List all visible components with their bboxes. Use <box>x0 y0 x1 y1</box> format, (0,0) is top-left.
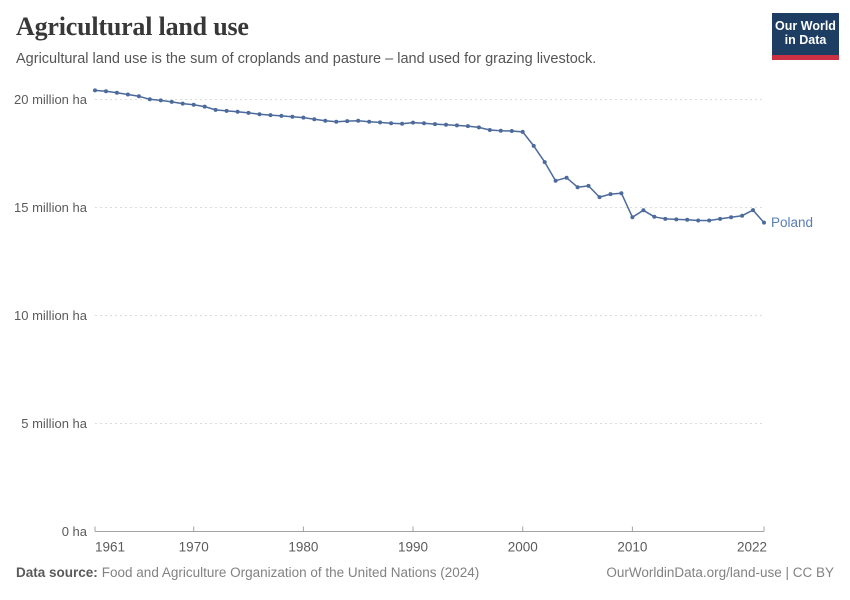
attribution-note: OurWorldinData.org/land-use | CC BY <box>606 565 834 580</box>
y-tick-label: 10 million ha <box>14 308 88 323</box>
data-point[interactable] <box>312 117 317 122</box>
data-point[interactable] <box>136 94 141 99</box>
data-point[interactable] <box>213 107 218 112</box>
y-gridlines: 20 million ha 15 million ha 10 million ha 5… <box>14 92 764 539</box>
data-point[interactable] <box>707 218 712 223</box>
data-point[interactable] <box>169 99 174 104</box>
page-title: Agricultural land use <box>16 12 249 41</box>
data-point[interactable] <box>180 101 185 106</box>
data-point[interactable] <box>268 113 273 118</box>
y-tick-label: 5 million ha <box>21 416 88 431</box>
data-point[interactable] <box>224 108 229 113</box>
data-point[interactable] <box>400 121 405 126</box>
y-tick-label: 15 million ha <box>14 200 88 215</box>
data-point[interactable] <box>674 217 679 222</box>
data-point[interactable] <box>520 129 525 134</box>
data-point[interactable] <box>498 128 503 133</box>
data-point[interactable] <box>487 128 492 132</box>
data-point[interactable] <box>641 208 646 213</box>
data-source-text: Food and Agriculture Organization of the… <box>101 565 480 580</box>
data-point[interactable] <box>652 214 657 219</box>
data-point[interactable] <box>663 216 668 221</box>
data-point[interactable] <box>718 216 723 221</box>
data-point[interactable] <box>740 213 745 218</box>
x-tick-label: 1970 <box>179 540 209 555</box>
license-text: | CC BY <box>781 565 834 580</box>
data-point[interactable] <box>235 109 240 114</box>
data-point[interactable] <box>575 185 580 190</box>
data-point[interactable] <box>542 160 547 165</box>
data-point[interactable] <box>147 97 152 102</box>
data-point[interactable] <box>158 98 163 103</box>
data-point[interactable] <box>531 143 536 148</box>
data-point[interactable] <box>608 192 613 197</box>
data-point[interactable] <box>751 208 755 213</box>
data-point[interactable] <box>509 129 514 133</box>
data-point[interactable] <box>729 215 734 220</box>
data-point[interactable] <box>685 217 690 222</box>
owid-link[interactable]: OurWorldinData.org/land-use <box>606 565 782 580</box>
x-tick-label: 1980 <box>288 540 318 555</box>
owid-logo-line1: Our World <box>775 19 836 33</box>
entity-label-poland[interactable]: Poland <box>771 215 813 230</box>
data-point[interactable] <box>465 124 470 129</box>
data-point[interactable] <box>334 119 339 124</box>
data-point[interactable] <box>114 90 119 95</box>
x-tick-label: 1961 <box>95 540 125 555</box>
data-point[interactable] <box>378 120 383 125</box>
data-point[interactable] <box>279 113 284 118</box>
owid-logo[interactable]: Our World in Data <box>772 13 839 60</box>
data-point[interactable] <box>433 122 437 127</box>
data-point[interactable] <box>444 122 448 127</box>
y-tick-label: 20 million ha <box>14 92 88 107</box>
data-point[interactable] <box>323 118 328 123</box>
chart-footer: Data source: Food and Agriculture Organiz… <box>16 565 834 580</box>
data-point[interactable] <box>411 120 415 125</box>
data-point[interactable] <box>389 121 394 126</box>
data-point[interactable] <box>454 123 459 128</box>
data-point[interactable] <box>762 220 766 225</box>
data-point[interactable] <box>356 118 361 123</box>
data-point[interactable] <box>630 215 635 220</box>
data-point[interactable] <box>476 125 481 130</box>
data-point[interactable] <box>586 183 591 188</box>
x-tick-label: 2000 <box>508 540 538 555</box>
data-point[interactable] <box>125 92 130 97</box>
data-point[interactable] <box>553 178 558 183</box>
chart-subtitle: Agricultural land use is the sum of crop… <box>16 51 597 67</box>
x-tick-label: 1990 <box>398 540 428 555</box>
data-source-note: Data source: Food and Agriculture Organiz… <box>16 565 479 580</box>
x-tick-label: 2022 <box>737 540 767 555</box>
data-point[interactable] <box>345 119 350 124</box>
data-point[interactable] <box>246 110 251 115</box>
data-point[interactable] <box>597 195 602 200</box>
data-point[interactable] <box>191 102 196 107</box>
data-point[interactable] <box>257 112 262 117</box>
x-tick-label: 2010 <box>617 540 647 555</box>
x-axis: 1961 1970 1980 1990 2000 2010 2022 <box>94 526 767 555</box>
data-point[interactable] <box>301 115 306 120</box>
data-point[interactable] <box>564 175 569 180</box>
data-point[interactable] <box>696 218 701 223</box>
data-source-label: Data source: <box>16 565 98 580</box>
data-point[interactable] <box>93 88 97 93</box>
series-line[interactable] <box>94 89 765 224</box>
data-point[interactable] <box>422 121 426 126</box>
data-point[interactable] <box>619 191 624 196</box>
y-tick-label: 0 ha <box>62 524 88 539</box>
data-point[interactable] <box>104 89 108 94</box>
series-poland[interactable] <box>93 88 766 225</box>
data-point[interactable] <box>290 114 295 119</box>
data-point[interactable] <box>202 104 207 109</box>
owid-logo-line2: in Data <box>784 33 827 48</box>
data-point[interactable] <box>367 119 372 124</box>
